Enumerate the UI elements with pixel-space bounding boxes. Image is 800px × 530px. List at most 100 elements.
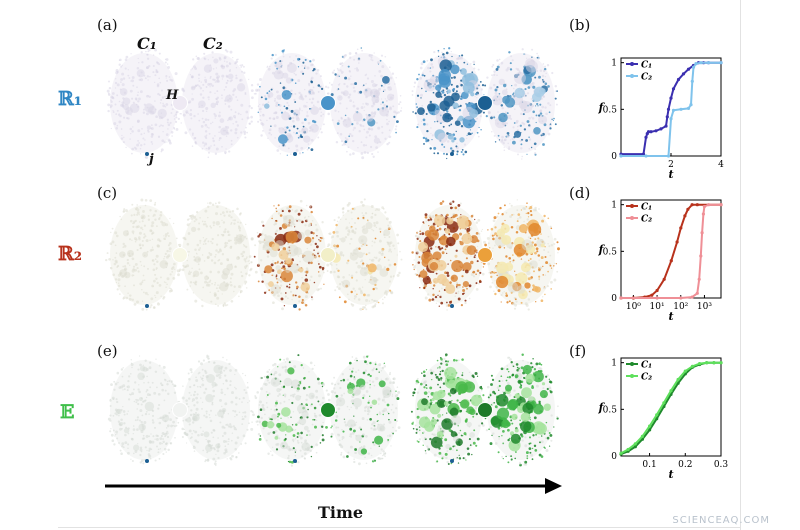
network-node xyxy=(212,78,215,81)
network-node xyxy=(122,405,124,408)
network-node xyxy=(157,448,160,451)
network-node xyxy=(154,296,157,299)
network-node xyxy=(351,218,353,220)
network-node xyxy=(200,377,204,381)
network-node xyxy=(168,139,172,143)
network-node xyxy=(189,223,191,225)
network-node xyxy=(293,131,295,134)
network-node xyxy=(353,376,356,378)
network-node xyxy=(250,237,254,241)
network-node xyxy=(418,438,422,441)
network-node xyxy=(489,86,493,90)
network-node xyxy=(235,67,238,69)
network-node xyxy=(360,291,364,295)
network-node xyxy=(123,296,126,299)
network-node xyxy=(372,155,375,158)
network-node xyxy=(204,371,208,374)
network-node xyxy=(257,120,260,123)
network-node xyxy=(183,431,187,435)
network-node xyxy=(201,383,205,387)
network-node xyxy=(202,90,204,92)
network-node xyxy=(349,153,352,156)
network-node xyxy=(368,399,371,402)
network-node xyxy=(287,417,289,419)
network-node xyxy=(123,136,125,138)
network-node xyxy=(208,414,211,416)
network-node xyxy=(386,403,390,407)
network-node xyxy=(375,376,379,381)
network-node xyxy=(444,438,448,442)
network-node xyxy=(221,253,225,256)
network-node xyxy=(366,244,368,246)
network-node xyxy=(146,250,149,253)
network-node xyxy=(520,209,523,211)
network-node xyxy=(417,123,420,126)
network-node xyxy=(440,358,443,361)
network-node xyxy=(460,79,463,82)
network-node xyxy=(139,153,142,155)
network-node xyxy=(254,92,257,95)
network-node xyxy=(188,270,191,273)
network-node xyxy=(543,67,547,71)
network-node xyxy=(451,260,464,273)
network-node xyxy=(336,67,339,70)
network-node xyxy=(454,445,456,447)
network-node xyxy=(216,100,219,104)
network-node xyxy=(243,244,246,247)
network-node xyxy=(306,101,308,104)
network-node xyxy=(123,209,125,212)
network-node xyxy=(208,127,210,129)
network-node xyxy=(225,440,228,443)
network-node xyxy=(361,226,364,229)
network-node xyxy=(444,452,448,456)
network-node xyxy=(221,78,223,80)
network-node xyxy=(259,114,262,117)
network-node xyxy=(462,153,465,156)
network-node xyxy=(240,131,243,134)
network-node xyxy=(285,425,293,433)
network-node xyxy=(317,381,321,385)
network-node xyxy=(197,57,200,60)
network-node xyxy=(513,87,515,90)
network-node xyxy=(266,394,269,396)
network-node xyxy=(310,101,314,104)
network-node xyxy=(492,63,495,67)
network-node xyxy=(383,103,386,107)
network-node xyxy=(526,153,528,155)
network-node xyxy=(154,201,157,204)
network-node xyxy=(291,424,294,426)
network-node xyxy=(286,101,289,104)
network-node xyxy=(120,452,123,455)
network-node xyxy=(434,295,438,299)
network-node xyxy=(286,126,289,129)
network-node xyxy=(358,130,361,133)
network-node xyxy=(338,443,341,446)
network-node xyxy=(230,216,233,219)
network-node xyxy=(218,114,221,118)
network-node xyxy=(263,95,267,98)
network-node xyxy=(171,383,174,386)
network-node xyxy=(199,426,202,429)
network-node xyxy=(537,55,540,58)
network-node xyxy=(233,114,236,118)
network-node xyxy=(515,119,519,123)
network-node xyxy=(284,87,287,90)
network-node xyxy=(430,418,438,426)
network-node xyxy=(193,450,196,452)
network-node xyxy=(114,435,116,437)
network-node xyxy=(427,229,440,241)
network-node xyxy=(264,103,270,109)
network-node xyxy=(396,273,400,277)
network-node xyxy=(352,104,356,108)
network-node xyxy=(429,147,432,150)
network-node xyxy=(303,300,305,302)
network-node xyxy=(200,125,204,128)
network-node xyxy=(437,55,440,58)
network-node xyxy=(469,444,472,446)
network-node xyxy=(444,360,448,363)
network-node xyxy=(291,119,295,123)
network-node xyxy=(107,92,110,95)
network-node xyxy=(519,419,521,422)
network-node xyxy=(302,125,305,128)
network-node xyxy=(419,233,422,235)
